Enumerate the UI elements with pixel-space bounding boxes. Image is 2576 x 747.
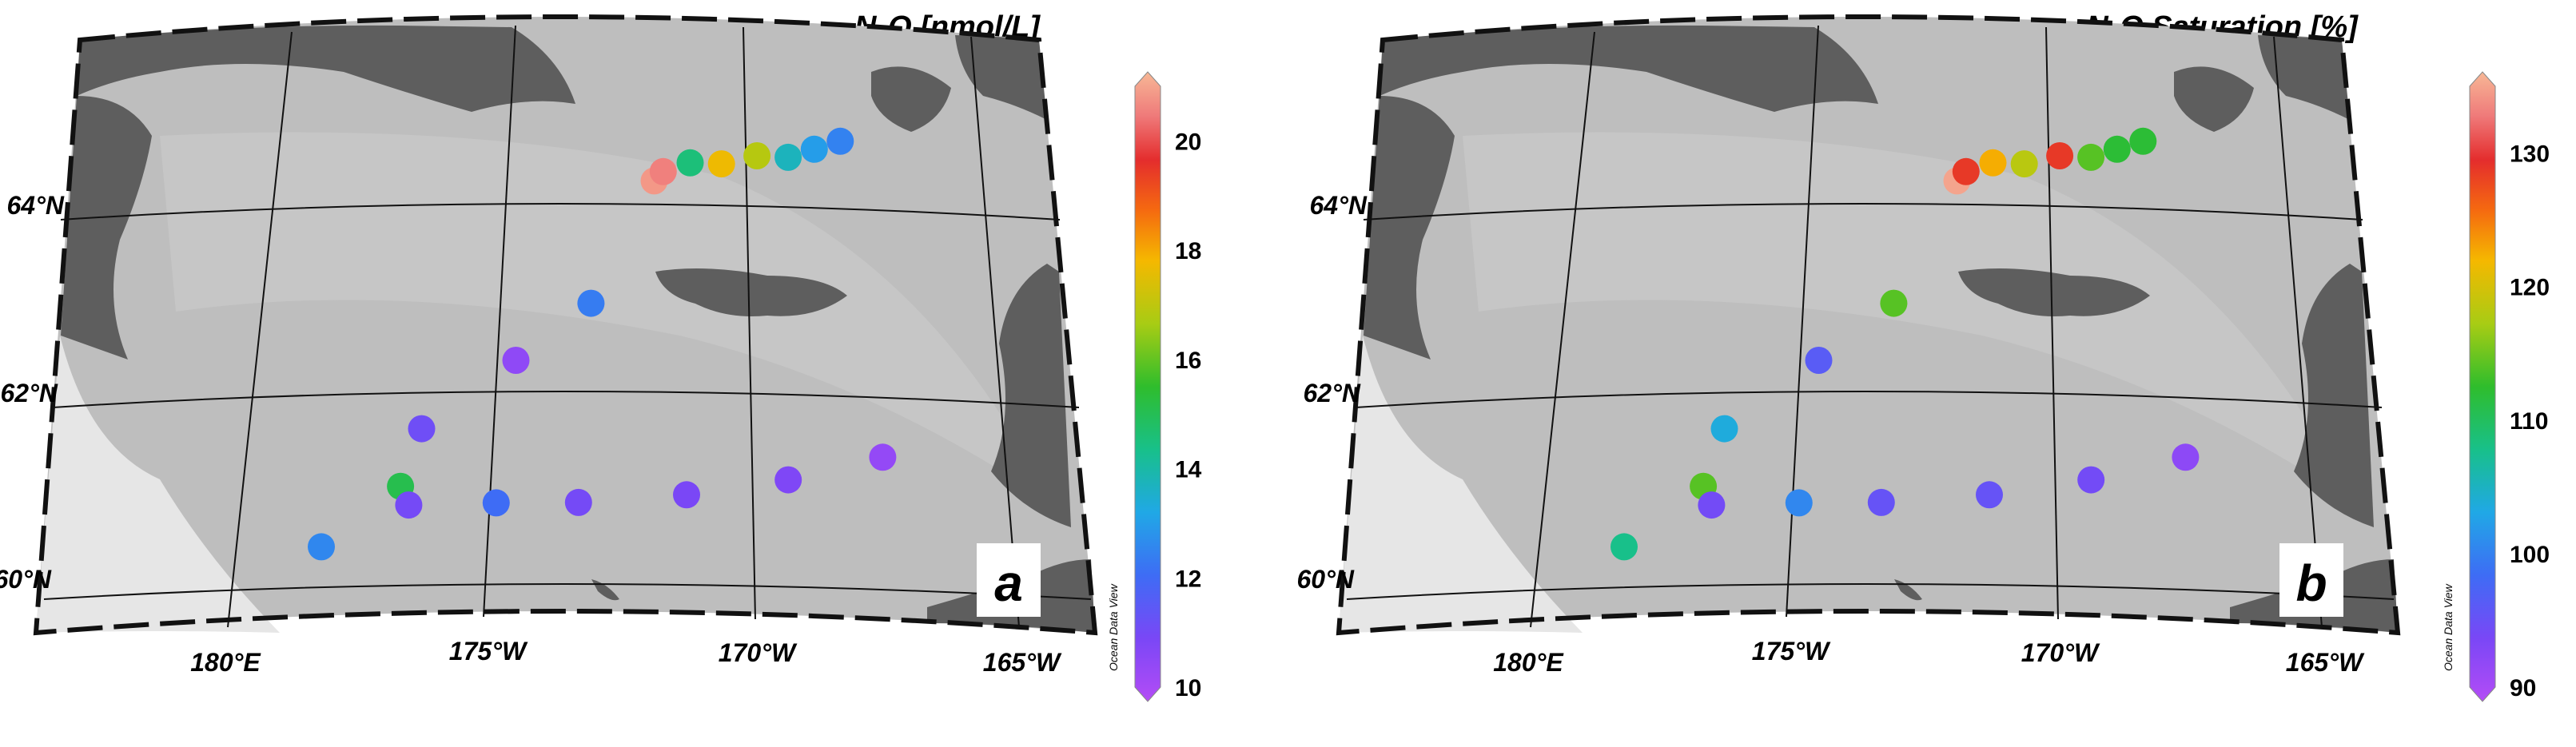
panel-a-lat-label-64: 64°N xyxy=(7,191,65,220)
panel-a-colorbar-tick-12: 12 xyxy=(1175,566,1201,592)
panel-b-station-14 xyxy=(1785,489,1813,517)
panel-a-colorbar-bar xyxy=(1134,71,1161,702)
panel-a: N2O [nmol/L] xyxy=(0,10,1202,702)
panel-a-shelf xyxy=(160,132,1063,512)
panel-a-station-11 xyxy=(408,415,436,443)
panel-b-station-5 xyxy=(2046,142,2074,169)
panel-b-lat-label-60: 60°N xyxy=(1297,565,1355,594)
panel-b-st-lawrence-island xyxy=(1958,268,2150,316)
panel-a-station-5 xyxy=(743,142,771,169)
panel-b-colorbar-ticks: 90 100 110 120 130 xyxy=(2510,141,2550,701)
panel-a-watermark: Ocean Data View xyxy=(1107,583,1120,671)
panel-b-shelf xyxy=(1463,132,2366,512)
panel-b-station-8 xyxy=(2129,127,2157,155)
panel-a-station-2 xyxy=(649,157,677,185)
panel-a-alaska-mainland xyxy=(991,264,1071,527)
panel-b-deep-basin xyxy=(1339,336,1583,633)
panel-a-map: a xyxy=(33,14,1098,636)
panel-a-station-8 xyxy=(826,127,854,155)
panel-a-station-15 xyxy=(564,488,592,516)
panel-b-station-7 xyxy=(2103,135,2131,163)
panel-b-map: b xyxy=(1336,14,2401,636)
panel-a-lon-label-180: 180°E xyxy=(190,648,261,677)
panel-a-station-14 xyxy=(482,489,510,517)
panel-a-graticule xyxy=(43,25,1092,628)
panel-b-letter: b xyxy=(2295,554,2327,612)
panel-a-lon-label-170: 170°W xyxy=(719,638,798,667)
panel-a-chukotka-coast xyxy=(61,96,152,360)
panel-b-watermark: Ocean Data View xyxy=(2442,583,2455,671)
panel-b-frame xyxy=(1336,14,2401,636)
panel-b-lon-label-165: 165°W xyxy=(2286,648,2365,677)
panel-b-chukotka-coast xyxy=(1364,96,1455,360)
panel-a-letter: a xyxy=(994,554,1023,612)
panel-a-colorbar-tick-20: 20 xyxy=(1175,129,1201,155)
panel-b-chukotka-land xyxy=(1380,25,1878,112)
panel-a-deep-basin xyxy=(36,336,280,633)
panel-b-station-2 xyxy=(1952,157,1980,185)
panel-b-graticule xyxy=(1346,25,2395,628)
panel-a-lon-label-165: 165°W xyxy=(983,648,1062,677)
panel-a-letter-box xyxy=(977,543,1041,617)
panel-a-station-10 xyxy=(502,347,530,374)
panel-b-station-17 xyxy=(2077,466,2105,494)
panel-b-station-15 xyxy=(1867,488,1895,516)
panel-b-lon-label-175: 175°W xyxy=(1752,637,1831,666)
panel-a-lat-label-62: 62°N xyxy=(1,379,58,407)
panel-a-station-18 xyxy=(869,443,897,471)
panel-a-station-7 xyxy=(800,135,828,163)
panel-b-colorbar-tick-90: 90 xyxy=(2510,675,2536,701)
panel-a-alaska-northwest xyxy=(871,66,951,132)
panel-b-lon-label-170: 170°W xyxy=(2021,638,2100,667)
panel-b-stations xyxy=(1610,127,2200,561)
panel-a-colorbar-tick-16: 16 xyxy=(1175,348,1201,374)
panel-b-station-19 xyxy=(1610,533,1638,561)
panel-b-alaska-north xyxy=(2258,35,2350,120)
panel-b-lon-label-180: 180°E xyxy=(1493,648,1564,677)
panel-a-lat-label-60: 60°N xyxy=(0,565,52,594)
panel-a-station-4 xyxy=(707,150,735,178)
panel-a-station-13 xyxy=(395,491,423,519)
panel-b-station-13 xyxy=(1698,491,1726,519)
panel-b-lat-label-62: 62°N xyxy=(1304,379,1361,407)
panel-b-colorbar-tick-100: 100 xyxy=(2510,542,2550,568)
panel-a-st-lawrence-island xyxy=(655,268,847,316)
panel-b-colorbar-bar xyxy=(2469,71,2496,702)
panel-a-colorbar: 10 12 14 16 18 20 Ocean Data View xyxy=(1107,71,1202,702)
panel-b-colorbar-tick-110: 110 xyxy=(2510,408,2548,435)
panel-b-station-3 xyxy=(1979,149,2007,177)
panel-a-frame xyxy=(33,14,1098,636)
panel-a-station-6 xyxy=(774,143,802,171)
panel-b-colorbar: 90 100 110 120 130 Ocean Data View xyxy=(2442,71,2550,702)
panel-a-alaska-north xyxy=(955,35,1047,120)
panel-b-letter-box xyxy=(2279,543,2343,617)
panel-b: N2O Saturation [%] xyxy=(1297,10,2550,702)
panel-b-station-6 xyxy=(2077,143,2105,171)
panel-a-colorbar-tick-18: 18 xyxy=(1175,238,1201,264)
panel-b-station-4 xyxy=(2010,150,2038,178)
panel-b-station-11 xyxy=(1710,415,1738,443)
panel-a-station-9 xyxy=(577,289,605,317)
panel-a-colorbar-tick-14: 14 xyxy=(1175,457,1202,483)
panel-a-colorbar-ticks: 10 12 14 16 18 20 xyxy=(1175,129,1202,701)
panel-b-alaska-mainland xyxy=(2294,264,2374,527)
panel-b-station-10 xyxy=(1805,347,1833,374)
panel-a-station-3 xyxy=(676,149,704,177)
panel-a-station-16 xyxy=(673,481,700,509)
panel-b-station-16 xyxy=(1976,481,2003,509)
panel-a-chukotka-land xyxy=(77,25,575,112)
panel-a-station-19 xyxy=(308,533,335,561)
panel-b-station-9 xyxy=(1880,289,1908,317)
panel-a-stations xyxy=(308,127,897,561)
panel-b-colorbar-tick-120: 120 xyxy=(2510,275,2550,301)
panel-b-colorbar-tick-130: 130 xyxy=(2510,141,2550,168)
panel-b-station-18 xyxy=(2172,443,2200,471)
panel-a-colorbar-tick-10: 10 xyxy=(1175,675,1201,701)
panel-a-station-17 xyxy=(774,466,802,494)
panel-b-lat-label-64: 64°N xyxy=(1310,191,1368,220)
panel-a-lon-label-175: 175°W xyxy=(449,637,528,666)
panel-b-alaska-northwest xyxy=(2174,66,2254,132)
